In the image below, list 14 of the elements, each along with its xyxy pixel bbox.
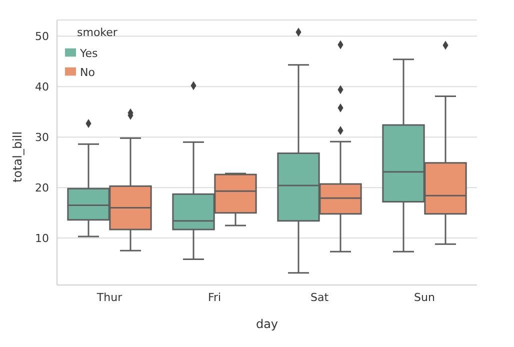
- y-tick-label: 30: [35, 131, 49, 144]
- x-tick-label: Sun: [414, 290, 435, 304]
- legend-title: smoker: [77, 26, 118, 39]
- x-tick-label: Sat: [310, 290, 330, 304]
- x-axis-title: day: [256, 317, 278, 331]
- y-tick-label: 20: [35, 181, 49, 194]
- y-tick-label: 50: [35, 30, 49, 44]
- y-tick-label: 10: [35, 232, 49, 245]
- y-tick-label: 40: [35, 80, 49, 94]
- legend-label: Yes: [80, 47, 99, 60]
- y-axis-title: total_bill: [10, 131, 24, 182]
- x-tick-label: Thur: [96, 290, 123, 304]
- x-tick-label: Fri: [208, 290, 222, 304]
- legend-label: No: [80, 66, 96, 79]
